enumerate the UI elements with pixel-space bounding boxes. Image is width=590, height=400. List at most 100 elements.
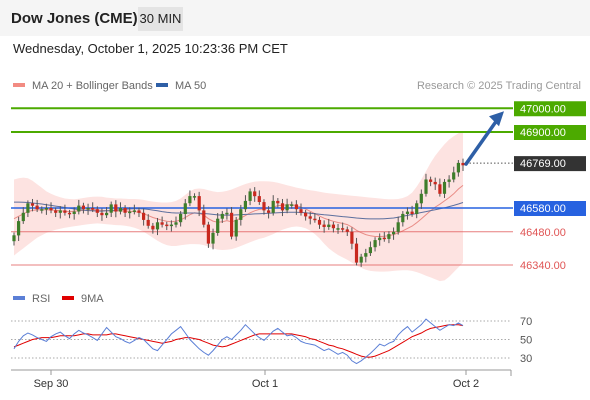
- candle-body: [294, 204, 298, 210]
- candle-body: [30, 203, 35, 206]
- candle-body: [72, 211, 76, 214]
- ma9-swatch: [62, 296, 74, 301]
- candle-body: [169, 224, 173, 227]
- candle-body: [442, 181, 447, 194]
- candle-body: [350, 231, 354, 244]
- candle-body: [123, 208, 127, 213]
- candle-body: [410, 211, 414, 214]
- candle-body: [396, 222, 400, 232]
- candle-body: [21, 212, 25, 222]
- candle-body: [271, 200, 275, 213]
- candle-body: [58, 210, 62, 213]
- candle-body: [54, 210, 58, 213]
- candle-body: [26, 203, 30, 213]
- candle-body: [373, 240, 377, 248]
- price-label-46580: 46580.00: [520, 203, 566, 215]
- price-label-46769: 46769.00: [520, 158, 566, 170]
- candle-body: [456, 162, 460, 173]
- research-credit: Research © 2025 Trading Central: [416, 80, 581, 92]
- candle-body: [317, 219, 322, 225]
- candle-body: [378, 237, 382, 241]
- candle-body: [253, 191, 257, 197]
- candle-body: [225, 212, 229, 215]
- candle-body: [239, 209, 243, 220]
- legend-9ma: 9MA: [62, 293, 104, 305]
- candle-body: [211, 232, 215, 244]
- candle-body: [81, 205, 85, 210]
- rsi-swatch: [13, 296, 25, 301]
- candle-body: [415, 203, 419, 214]
- candle-body: [95, 209, 99, 213]
- candle-body: [197, 196, 201, 211]
- target-arrow-shaft: [464, 115, 501, 166]
- candle-body: [341, 228, 345, 230]
- ma-bollinger-swatch: [13, 83, 25, 88]
- candle-body: [155, 222, 160, 230]
- x-tick-label: Oct 2: [453, 378, 479, 390]
- candle-body: [77, 205, 81, 212]
- candle-body: [67, 212, 72, 215]
- candle-body: [230, 212, 234, 237]
- candle-body: [114, 204, 118, 212]
- legend-9ma-label: 9MA: [81, 293, 104, 305]
- candle-body: [257, 196, 261, 202]
- candle-body: [359, 256, 363, 263]
- price-label-46340: 46340.00: [520, 260, 566, 272]
- x-tick-label: Oct 1: [252, 378, 278, 390]
- candle-body: [285, 204, 289, 211]
- legend-rsi-label: RSI: [32, 293, 51, 305]
- candle-body: [267, 210, 271, 213]
- candle-body: [299, 209, 303, 213]
- rsi-tick-70: 70: [520, 316, 532, 328]
- candle-body: [345, 229, 349, 232]
- price-label-47000: 47000.00: [520, 103, 566, 115]
- candle-body: [12, 235, 16, 242]
- candle-body: [290, 204, 294, 206]
- chart-datetime: Wednesday, October 1, 2025 10:23:36 PM C…: [13, 41, 288, 56]
- rsi-9ma-line: [13, 324, 464, 358]
- candle-body: [382, 237, 386, 240]
- price-label-box-46580: [514, 201, 586, 216]
- candle-body: [387, 234, 391, 239]
- candle-body: [146, 219, 150, 226]
- legend-ma50-label: MA 50: [175, 80, 207, 92]
- chart-header: Dow Jones (CME) 30 MIN: [0, 0, 590, 36]
- candle-body: [304, 212, 308, 217]
- candle-body: [192, 196, 197, 198]
- candle-body: [35, 205, 39, 210]
- candle-body: [392, 231, 396, 235]
- candle-body: [438, 184, 442, 194]
- candle-body: [179, 213, 183, 223]
- rsi-line: [13, 318, 464, 365]
- target-arrow-head: [489, 111, 504, 127]
- candle-body: [165, 224, 169, 227]
- candle-body: [105, 212, 109, 216]
- candle-body: [401, 213, 405, 223]
- price-label-box-47000: [514, 101, 586, 117]
- bollinger-band-area: [14, 130, 463, 282]
- candle-body: [327, 224, 331, 227]
- candle-body: [313, 218, 317, 221]
- candle-body: [308, 216, 312, 219]
- candle-body: [137, 210, 141, 213]
- x-tick-label: Sep 30: [34, 378, 69, 390]
- candle-body: [49, 208, 53, 211]
- candle-body: [86, 208, 90, 210]
- candle-body: [364, 253, 368, 257]
- timeframe-button[interactable]: 30 MIN: [138, 7, 183, 31]
- candle-body: [109, 204, 113, 213]
- price-label-box-46769: [514, 156, 586, 172]
- candle-body: [17, 221, 21, 236]
- candle-body: [206, 224, 210, 244]
- candle-body: [188, 196, 192, 204]
- ma50-swatch: [156, 83, 168, 88]
- candle-body: [331, 224, 335, 229]
- candle-body: [322, 224, 326, 227]
- candle-body: [234, 219, 238, 237]
- candle-body: [262, 202, 266, 211]
- legend-ma50: MA 50: [156, 80, 206, 92]
- candle-body: [44, 208, 48, 210]
- rsi-tick-50: 50: [520, 335, 532, 347]
- price-label-46480: 46480.00: [520, 227, 566, 239]
